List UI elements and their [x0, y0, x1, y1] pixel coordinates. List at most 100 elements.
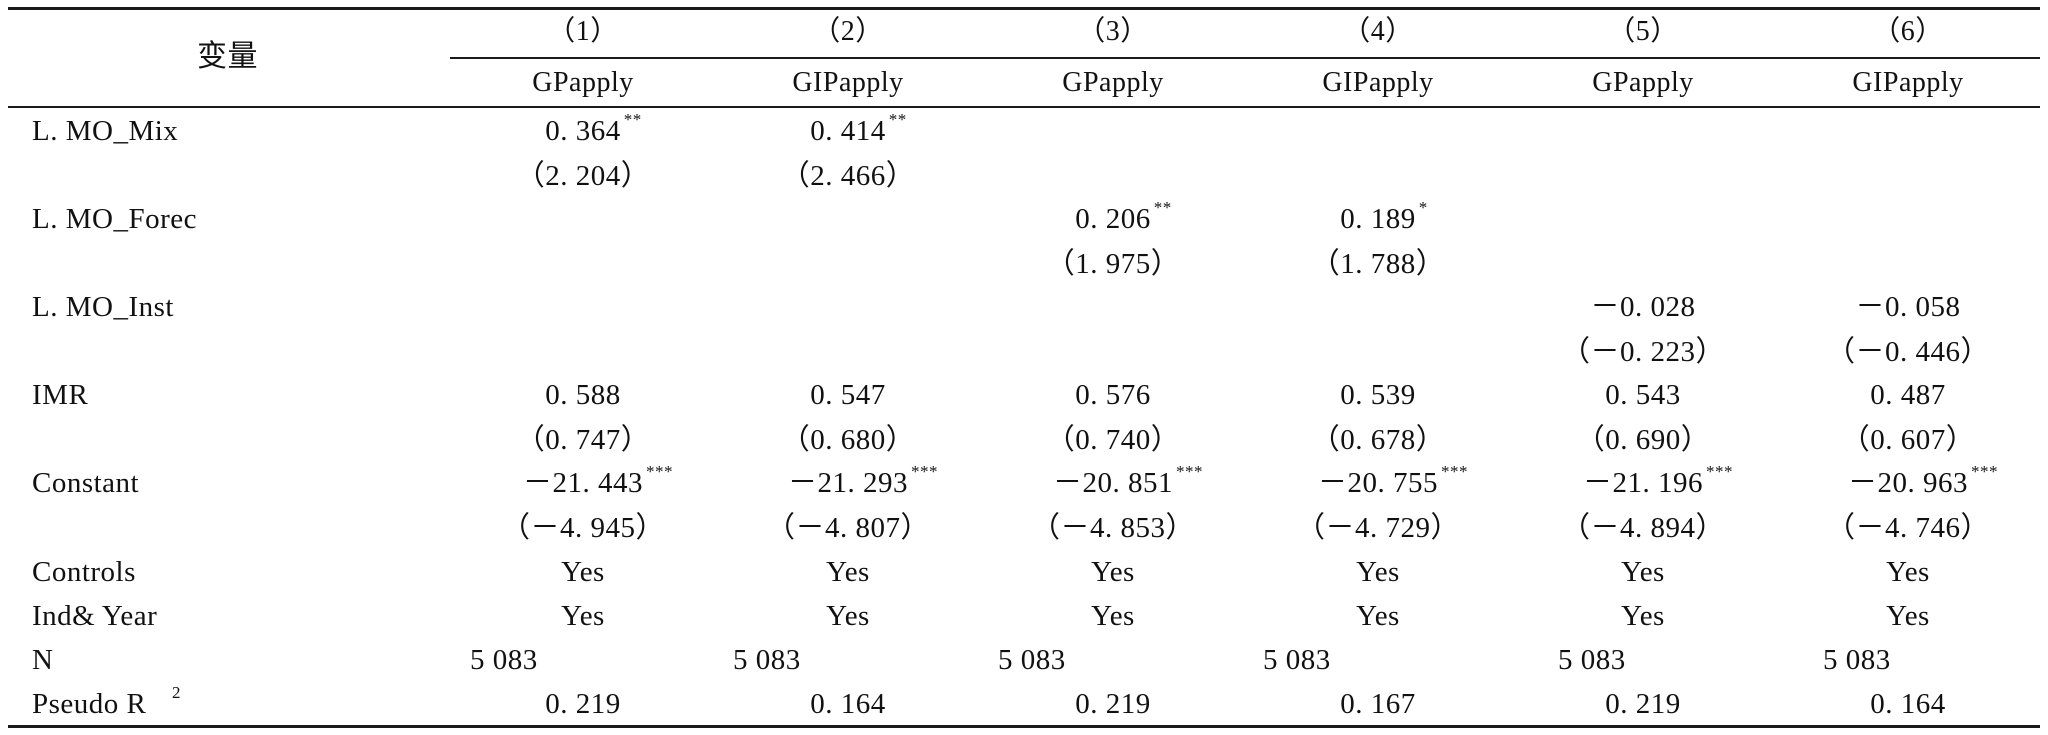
controls-row-cell: Yes — [561, 556, 605, 588]
coefficient-cell: 0. 487 — [1870, 378, 1946, 412]
coefficient-cell: －0. 028 — [1590, 290, 1695, 324]
n-row-cell: 5 083 — [733, 644, 801, 676]
ind-year-row-cell: Yes — [826, 600, 870, 632]
pseudo-r2-cell: 0. 219 — [1605, 688, 1681, 720]
ind-year-row-cell: Yes — [1621, 600, 1665, 632]
row-label: L. MO_Mix — [32, 115, 179, 147]
t-statistic-cell: （1. 975） — [1045, 248, 1181, 280]
n-row-cell: 5 083 — [1823, 644, 1891, 676]
controls-row-cell: Yes — [1621, 556, 1665, 588]
significance-stars: ** — [888, 110, 907, 129]
ind-year-row-cell: Yes — [561, 600, 605, 632]
t-statistic-cell: （－4. 729） — [1295, 512, 1461, 544]
dependent-variable-header: GIPapply — [1322, 67, 1434, 98]
significance-stars: ** — [623, 110, 642, 129]
t-statistic-cell: （0. 690） — [1575, 424, 1711, 456]
n-row-cell: 5 083 — [470, 644, 538, 676]
coefficient-cell: －0. 058 — [1855, 290, 1960, 324]
coefficient-value: －0. 058 — [1855, 291, 1961, 323]
coefficient-value: －21. 196 — [1582, 467, 1704, 499]
t-statistic-cell: （0. 747） — [515, 424, 651, 456]
significance-stars: *** — [911, 462, 939, 481]
coefficient-cell: －20. 963 *** — [1847, 463, 1998, 500]
coefficient-cell: 0. 547 — [810, 378, 886, 412]
coefficient-value: 0. 576 — [1075, 379, 1151, 411]
row-label: IMR — [32, 379, 89, 411]
pseudo-r2-superscript: 2 — [172, 683, 181, 702]
t-statistic-cell: （－0. 446） — [1825, 336, 1991, 368]
controls-row-cell: Yes — [1356, 556, 1400, 588]
coefficient-value: 0. 588 — [545, 379, 621, 411]
coefficient-value: 0. 414 — [810, 115, 886, 147]
t-statistic-cell: （－4. 853） — [1030, 512, 1196, 544]
dependent-variable-header: GPapply — [1062, 67, 1164, 98]
t-statistic-cell: （1. 788） — [1310, 248, 1446, 280]
coefficient-cell: －20. 755 *** — [1317, 463, 1468, 500]
t-statistic-cell: （－4. 945） — [500, 512, 666, 544]
coefficient-value: 0. 543 — [1605, 379, 1681, 411]
n-row-cell: 5 083 — [998, 644, 1066, 676]
column-number-header: （5） — [1607, 16, 1679, 47]
pseudo-r2-cell: 0. 164 — [810, 688, 886, 720]
coefficient-value: 0. 364 — [545, 115, 621, 147]
t-statistic-cell: （0. 607） — [1840, 424, 1976, 456]
coefficient-cell: 0. 206 ** — [1075, 199, 1171, 236]
coefficient-value: －0. 028 — [1590, 291, 1696, 323]
dependent-variable-header: GPapply — [532, 67, 634, 98]
top-rule — [8, 7, 2040, 10]
dependent-variable-header: GPapply — [1592, 67, 1694, 98]
dependent-variable-header: GIPapply — [792, 67, 904, 98]
significance-stars: * — [1418, 198, 1428, 217]
column-number-header: （4） — [1342, 16, 1414, 47]
pseudo-r2-cell: 0. 167 — [1340, 688, 1416, 720]
variable-header: 变量 — [197, 40, 258, 73]
coefficient-cell: －21. 196 *** — [1582, 463, 1733, 500]
coefficient-value: 0. 189 — [1340, 203, 1416, 235]
coefficient-value: －20. 755 — [1317, 467, 1439, 499]
t-statistic-cell: （2. 466） — [780, 160, 916, 192]
column-number-header: （1） — [547, 16, 619, 47]
significance-stars: ** — [1153, 198, 1172, 217]
t-statistic-cell: （－0. 223） — [1560, 336, 1726, 368]
pseudo-r2-cell: 0. 219 — [1075, 688, 1151, 720]
ind-year-row-cell: Yes — [1356, 600, 1400, 632]
n-row-cell: 5 083 — [1263, 644, 1331, 676]
column-number-header: （2） — [812, 16, 884, 47]
row-label: L. MO_Forec — [32, 203, 197, 235]
t-statistic-cell: （0. 680） — [780, 424, 916, 456]
significance-stars: *** — [1706, 462, 1734, 481]
controls-row-label: Controls — [32, 556, 136, 588]
column-number-header: （6） — [1872, 16, 1944, 47]
coefficient-cell: 0. 543 — [1605, 378, 1681, 412]
significance-stars: *** — [1971, 462, 1999, 481]
coefficient-cell: －20. 851 *** — [1053, 463, 1203, 500]
pseudo-r2-cell: 0. 219 — [545, 688, 621, 720]
coefficient-cell: 0. 414 ** — [810, 111, 906, 148]
ind-year-row-label: Ind& Year — [32, 600, 158, 632]
coefficient-cell: －21. 293 *** — [787, 463, 938, 500]
coefficient-value: －21. 293 — [787, 467, 909, 499]
pseudo-r2-label: Pseudo R — [32, 688, 147, 720]
controls-row-cell: Yes — [826, 556, 870, 588]
coefficient-cell: 0. 576 — [1075, 378, 1151, 412]
controls-row-cell: Yes — [1091, 556, 1135, 588]
significance-stars: *** — [1176, 462, 1204, 481]
coefficient-value: 0. 206 — [1075, 203, 1151, 235]
ind-year-row-cell: Yes — [1091, 600, 1135, 632]
dependent-variable-header: GIPapply — [1852, 67, 1964, 98]
coefficient-value: 0. 487 — [1870, 379, 1946, 411]
coefficient-cell: －21. 443 *** — [523, 463, 673, 500]
header-rule — [8, 106, 2040, 108]
t-statistic-cell: （－4. 746） — [1825, 512, 1991, 544]
coefficient-cell: 0. 189 * — [1340, 199, 1427, 236]
n-row-label: N — [32, 644, 54, 676]
ind-year-row-cell: Yes — [1886, 600, 1930, 632]
header-subrule — [450, 57, 2040, 59]
pseudo-r2-cell: 0. 164 — [1870, 688, 1946, 720]
row-label: Constant — [32, 467, 140, 499]
controls-row-cell: Yes — [1886, 556, 1930, 588]
bottom-rule — [8, 725, 2040, 728]
significance-stars: *** — [1441, 462, 1469, 481]
coefficient-value: －20. 963 — [1847, 467, 1969, 499]
